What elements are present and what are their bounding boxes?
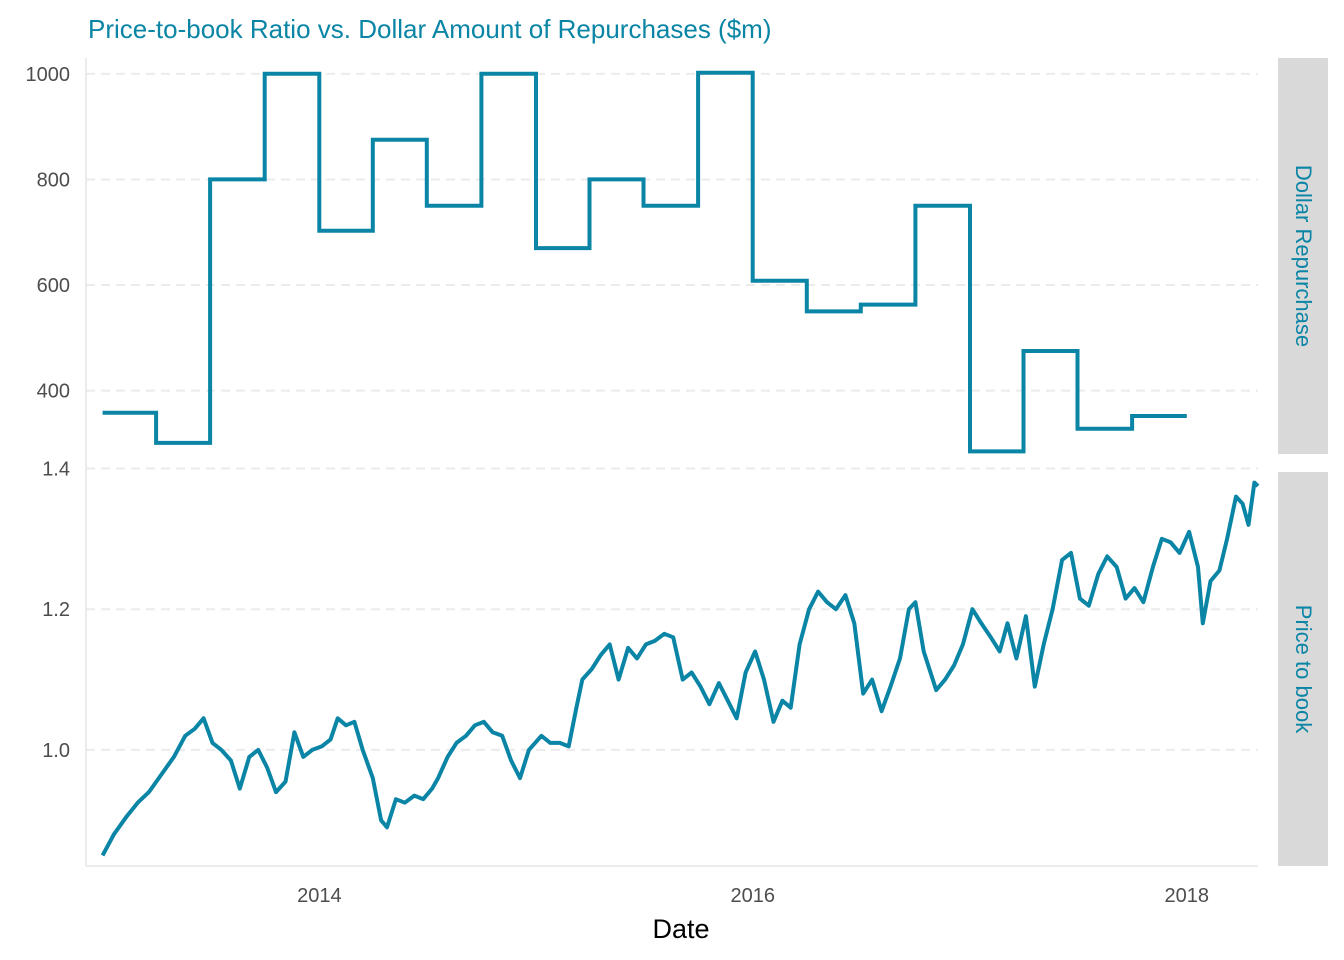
panel-dollar-repurchase: 400 600 800 1000 Dollar Repurchase (26, 58, 1328, 454)
x-axis-title: Date (652, 914, 709, 944)
series-line-dollar-repurchase (102, 70, 1187, 454)
strip-background (1278, 472, 1328, 866)
strip-price-to-book: Price to book (1278, 472, 1328, 866)
y-tick-label: 1000 (26, 64, 71, 86)
series-line-price-to-book (100, 480, 1260, 857)
x-tick-label: 2016 (730, 885, 775, 907)
strip-label-price-to-book: Price to book (1291, 605, 1316, 734)
chart-title: Price-to-book Ratio vs. Dollar Amount of… (88, 14, 772, 44)
x-axis-ticks: 2014 2016 2018 (297, 885, 1209, 907)
y-tick-label: 800 (37, 169, 70, 191)
y-tick-label: 1.0 (42, 740, 70, 762)
x-tick-label: 2014 (297, 885, 342, 907)
y-axis-ticks-price-to-book: 1.0 1.2 1.4 (42, 458, 70, 761)
y-tick-label: 600 (37, 275, 70, 297)
y-axis-ticks-dollar-repurchase: 400 600 800 1000 (26, 64, 71, 403)
gridlines-price-to-book (86, 467, 1258, 751)
x-tick-label: 2018 (1165, 885, 1210, 907)
y-tick-label: 400 (37, 381, 70, 403)
gridlines-dollar-repurchase (86, 72, 1258, 392)
strip-label-dollar-repurchase: Dollar Repurchase (1291, 165, 1316, 347)
strip-background (1278, 58, 1328, 454)
panel-price-to-book: 1.0 1.2 1.4 Price to book (42, 458, 1328, 866)
y-tick-label: 1.4 (42, 458, 70, 480)
strip-dollar-repurchase: Dollar Repurchase (1278, 58, 1328, 454)
y-tick-label: 1.2 (42, 599, 70, 621)
